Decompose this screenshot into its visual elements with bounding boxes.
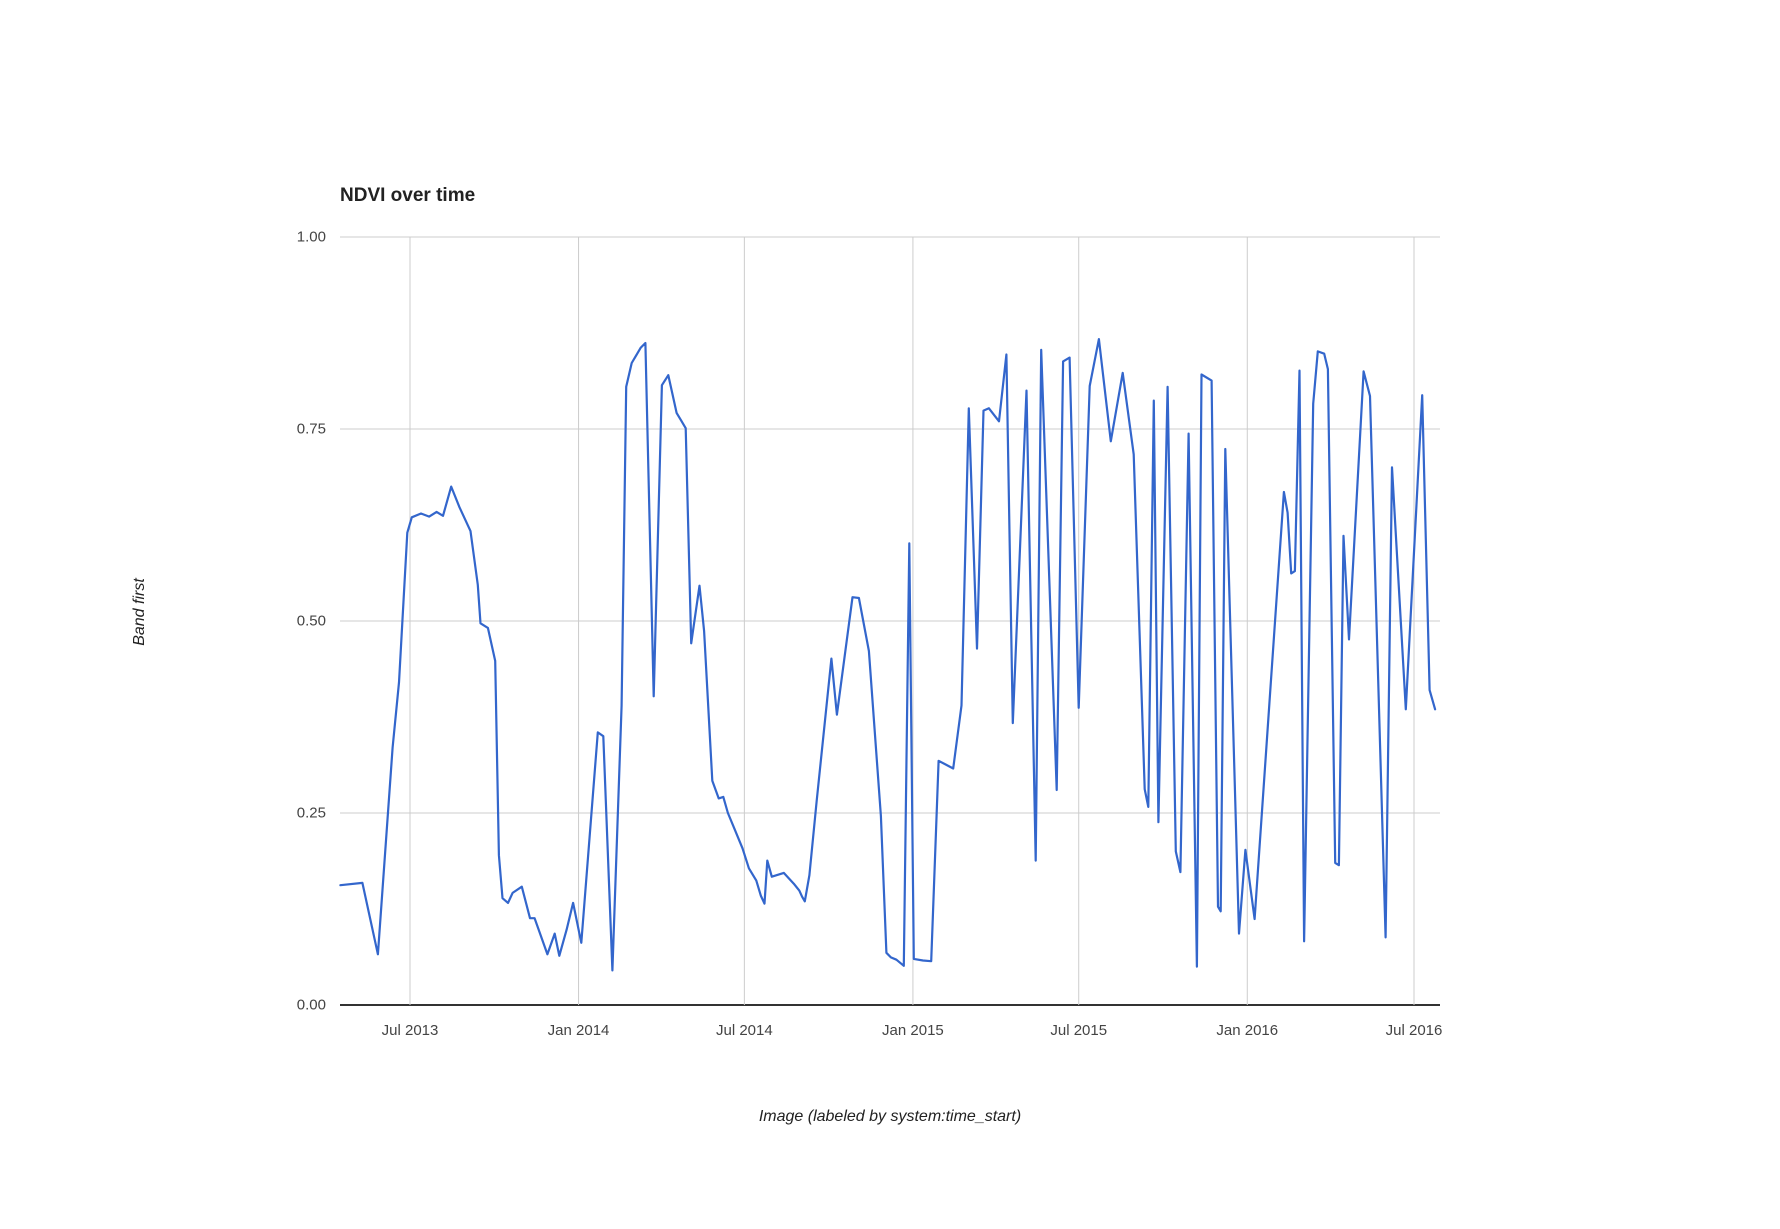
ndvi-series-line[interactable] — [339, 338, 1437, 972]
x-tick-label: Jul 2013 — [381, 1022, 439, 1039]
y-tick-label: 1.00 — [296, 228, 326, 246]
x-tick-label: Jan 2015 — [882, 1022, 944, 1039]
x-tick-label: Jul 2015 — [1050, 1022, 1108, 1039]
chart-title: NDVI over time — [340, 185, 476, 206]
y-tick-label: 0.25 — [296, 804, 326, 822]
x-tick-label: Jul 2014 — [716, 1022, 773, 1039]
x-tick-label: Jan 2014 — [547, 1022, 610, 1039]
x-axis-title: Image (labeled by system:time_start) — [758, 1108, 1022, 1125]
y-tick-label: 0.75 — [296, 420, 326, 438]
y-tick-label: 0.00 — [296, 996, 326, 1014]
y-tick-label: 0.50 — [296, 612, 326, 630]
x-tick-label: Jan 2016 — [1216, 1022, 1279, 1039]
x-tick-label: Jul 2016 — [1385, 1022, 1443, 1039]
